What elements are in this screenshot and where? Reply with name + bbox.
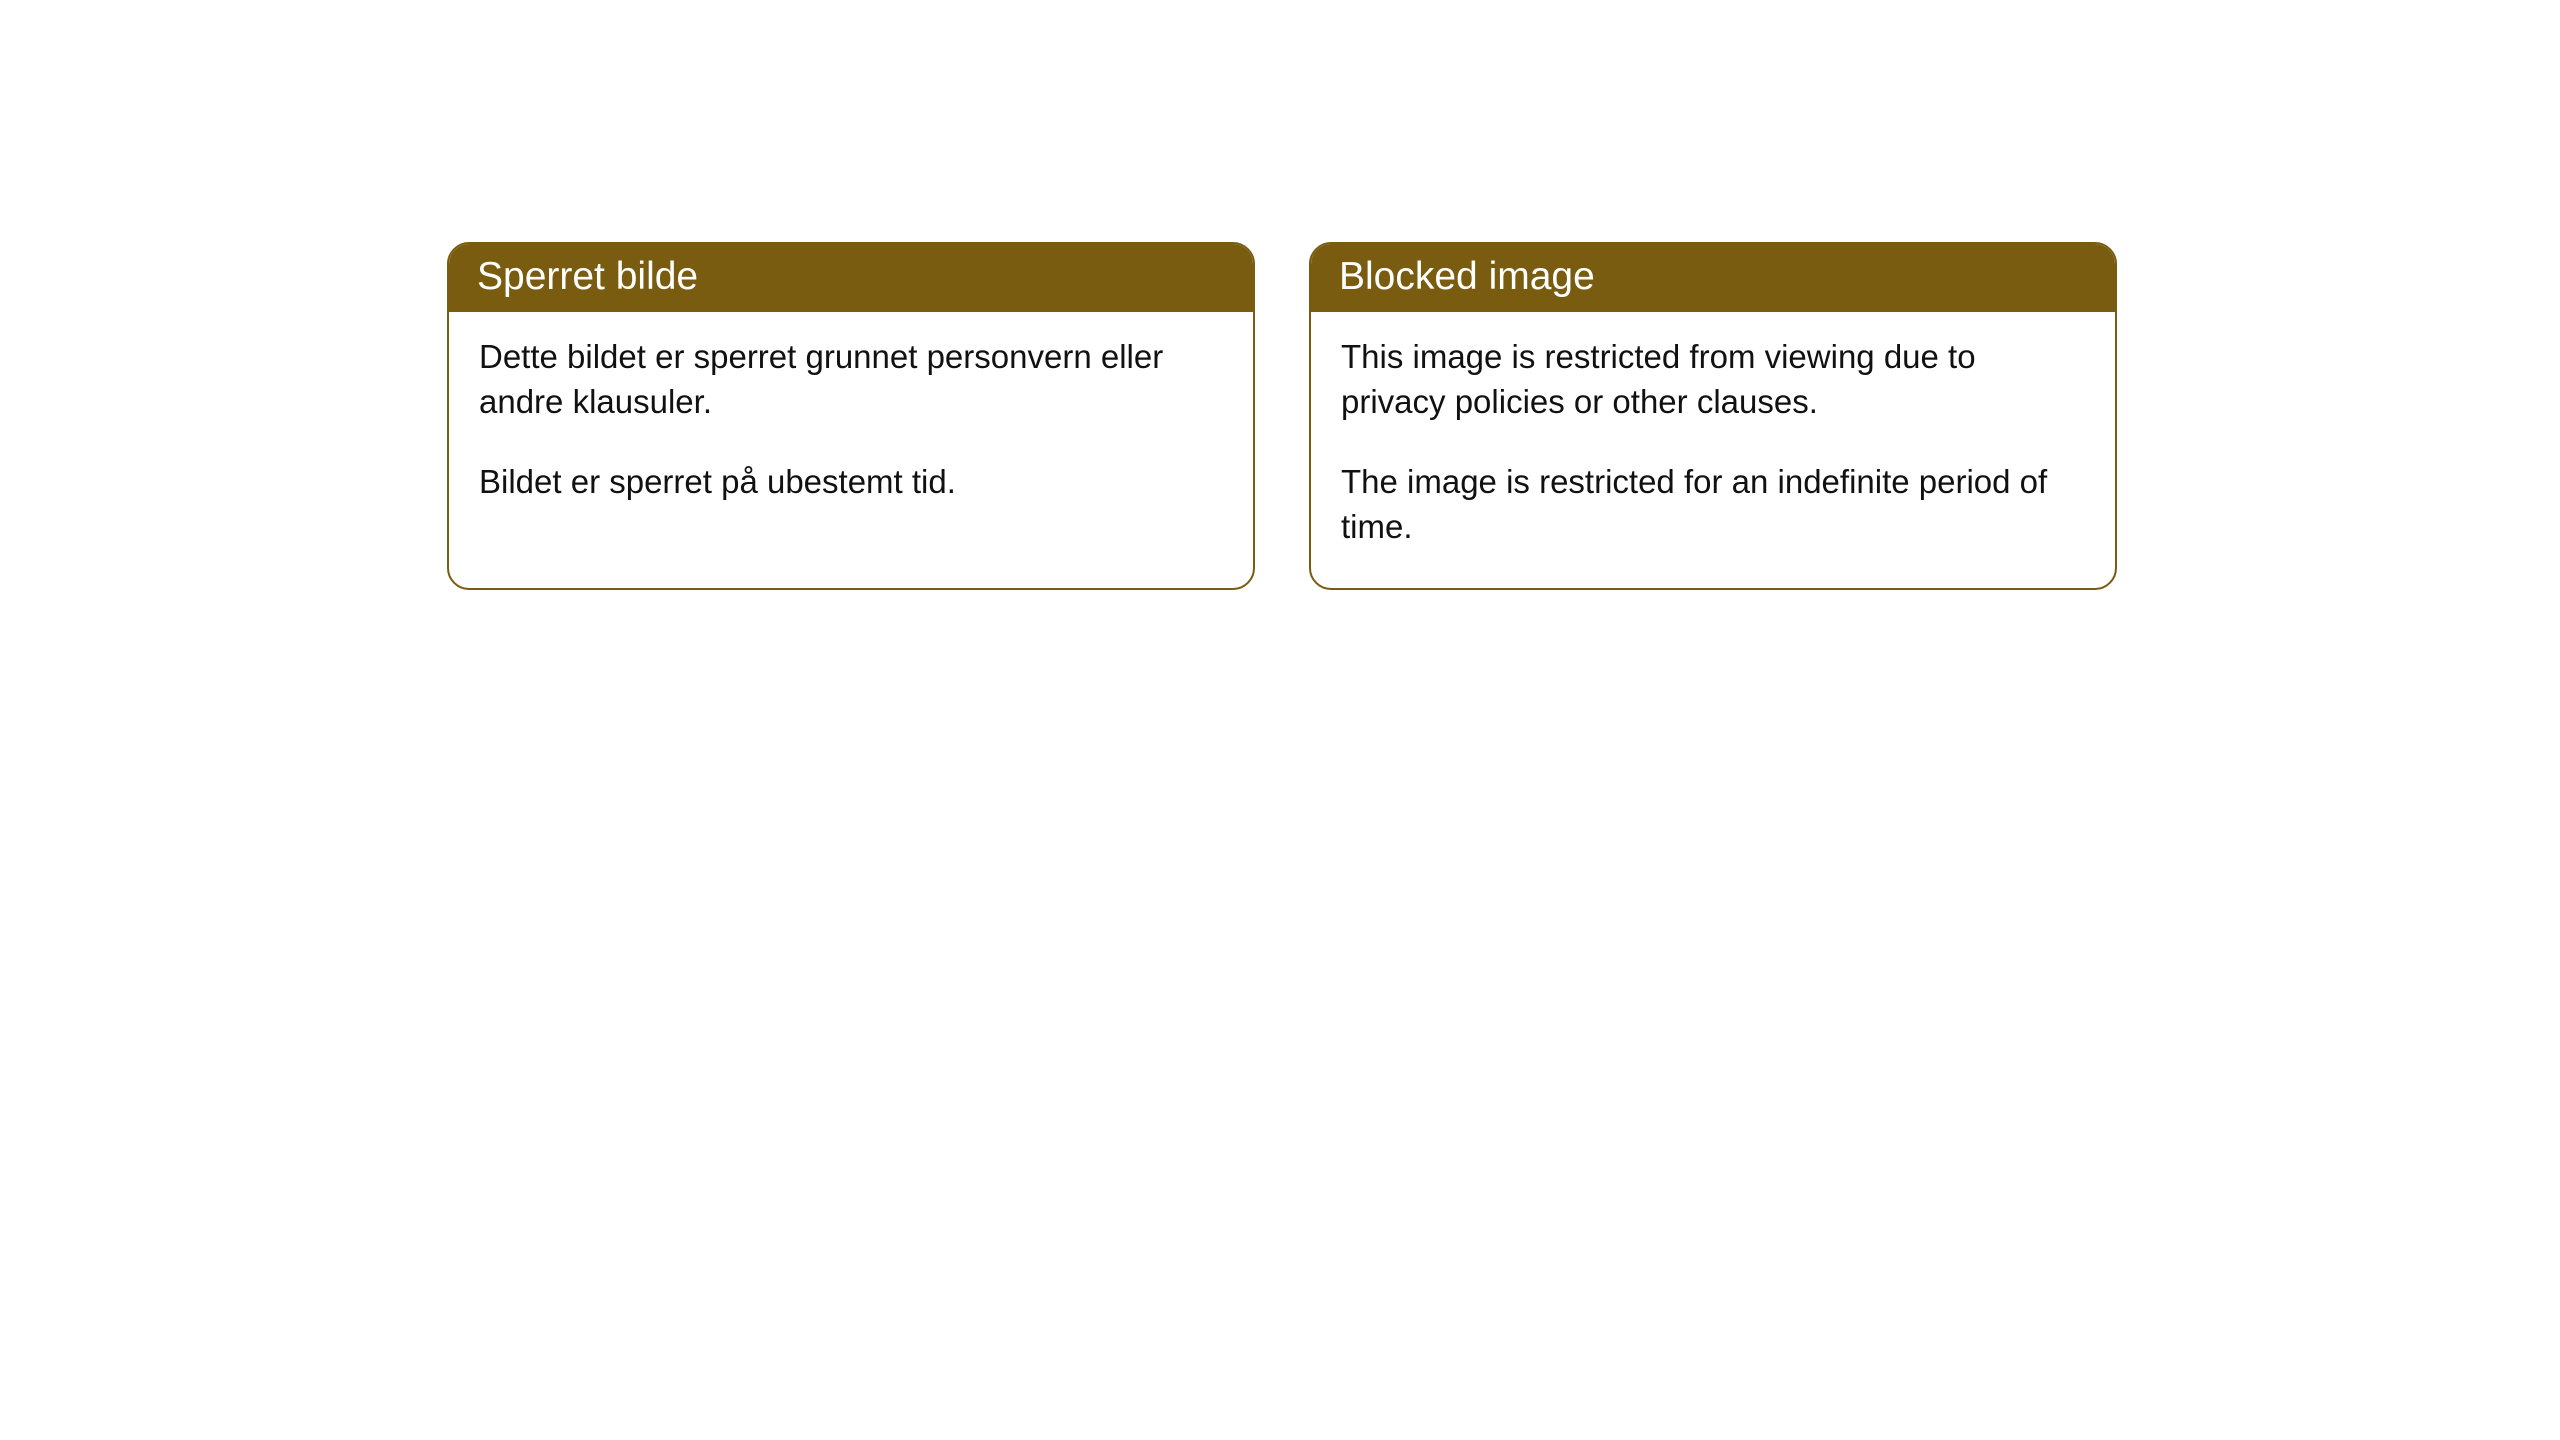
notice-paragraph-2-norwegian: Bildet er sperret på ubestemt tid. [479,459,1223,505]
notice-paragraph-1-english: This image is restricted from viewing du… [1341,334,2085,425]
notice-container: Sperret bilde Dette bildet er sperret gr… [0,0,2560,590]
notice-paragraph-2-english: The image is restricted for an indefinit… [1341,459,2085,550]
notice-body-english: This image is restricted from viewing du… [1311,312,2115,588]
notice-body-norwegian: Dette bildet er sperret grunnet personve… [449,312,1253,543]
notice-card-norwegian: Sperret bilde Dette bildet er sperret gr… [447,242,1255,590]
notice-card-english: Blocked image This image is restricted f… [1309,242,2117,590]
notice-header-norwegian: Sperret bilde [449,244,1253,312]
notice-paragraph-1-norwegian: Dette bildet er sperret grunnet personve… [479,334,1223,425]
notice-header-english: Blocked image [1311,244,2115,312]
